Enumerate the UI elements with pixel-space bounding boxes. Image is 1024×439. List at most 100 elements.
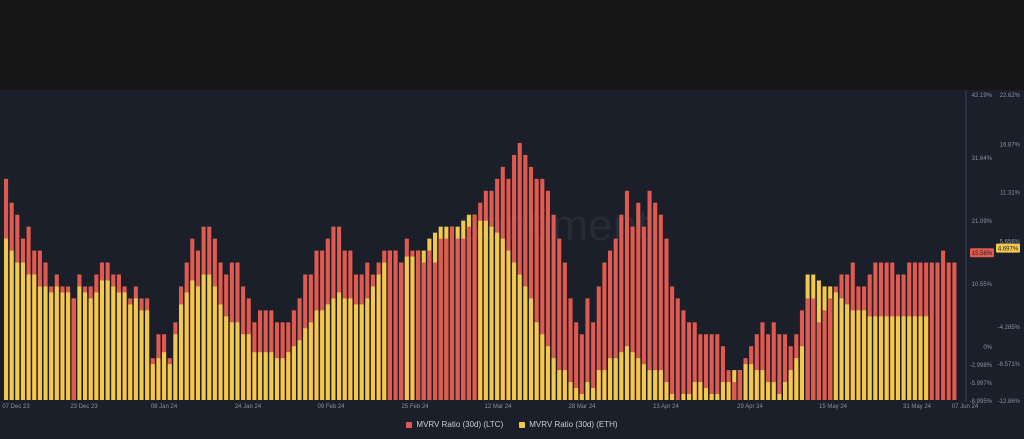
- x-tick: 13 Apr 24: [653, 404, 679, 410]
- bar-ltc: [675, 298, 680, 400]
- bar-eth: [359, 304, 364, 400]
- bar-eth: [670, 394, 675, 400]
- bar-eth: [703, 388, 709, 400]
- bar-eth: [331, 298, 336, 400]
- bar-eth: [32, 274, 37, 400]
- bar-ltc: [71, 298, 76, 400]
- bar-eth: [517, 274, 522, 400]
- bar-ltc: [783, 334, 788, 400]
- bar-eth: [77, 286, 82, 400]
- x-tick: 09 Feb 24: [317, 404, 345, 410]
- bar-eth: [382, 262, 387, 400]
- y-left-tick: 10.55%: [972, 282, 993, 288]
- bar-eth: [557, 370, 562, 400]
- bar-ltc: [771, 322, 776, 400]
- y-left-tick: -8.995%: [970, 399, 993, 405]
- bar-ltc: [438, 238, 443, 400]
- bar-eth: [833, 292, 838, 400]
- bar-eth: [608, 358, 613, 400]
- bar-eth: [845, 304, 850, 400]
- bar-eth: [878, 316, 884, 400]
- bar-eth: [602, 370, 607, 400]
- x-tick: 07 Jun 24: [952, 404, 979, 410]
- legend-item-eth[interactable]: MVRV Ratio (30d) (ETH): [519, 420, 618, 429]
- bar-ltc: [551, 214, 556, 400]
- bar-eth: [591, 388, 596, 400]
- bar-eth: [709, 394, 714, 400]
- bar-eth: [613, 358, 618, 400]
- bar-ltc: [427, 250, 432, 400]
- bar-ltc: [664, 238, 669, 400]
- x-tick: 24 Jan 24: [235, 404, 262, 410]
- top-dark-band: [0, 0, 1024, 90]
- bar-ltc: [720, 346, 725, 400]
- bar-eth: [246, 334, 251, 400]
- bar-ltc: [624, 190, 630, 400]
- bar-eth: [647, 370, 652, 400]
- bar-eth: [850, 310, 855, 400]
- bar-eth: [122, 292, 127, 400]
- bar-ltc: [387, 250, 392, 400]
- bar-ltc: [540, 178, 545, 400]
- bar-eth: [207, 274, 212, 400]
- x-tick: 23 Dec 23: [70, 404, 98, 410]
- bar-eth: [500, 238, 505, 400]
- bar-eth: [884, 316, 889, 400]
- bar-eth: [596, 370, 601, 400]
- bar-eth: [720, 382, 725, 400]
- bar-eth: [49, 292, 54, 400]
- legend-item-ltc[interactable]: MVRV Ratio (30d) (LTC): [406, 420, 503, 429]
- bar-eth: [348, 298, 353, 400]
- bar-eth: [483, 220, 488, 400]
- x-tick: 07 Dec 23: [2, 404, 30, 410]
- bar-eth: [540, 334, 545, 400]
- bar-ltc: [828, 298, 833, 400]
- bar-eth: [60, 292, 65, 400]
- bar-ltc: [670, 286, 675, 400]
- bar-eth: [924, 316, 929, 400]
- bar-ltc: [658, 214, 663, 400]
- bar-ltc: [709, 334, 714, 400]
- y-left-tick: 21.09%: [972, 219, 993, 225]
- bar-eth: [918, 316, 923, 400]
- bar-eth: [873, 316, 878, 400]
- bar-eth: [111, 286, 116, 400]
- bar-eth: [133, 298, 138, 400]
- bar-eth: [337, 292, 342, 400]
- bar-eth: [901, 316, 906, 400]
- bar-eth: [258, 352, 263, 400]
- x-tick: 12 Mar 24: [484, 404, 512, 410]
- bar-eth: [890, 316, 895, 400]
- legend-label-eth: MVRV Ratio (30d) (ETH): [529, 420, 618, 429]
- bar-eth: [562, 370, 567, 400]
- bar-eth: [173, 334, 178, 400]
- current-value-ltc: 15.56%: [972, 251, 993, 257]
- bar-eth: [370, 286, 375, 400]
- bar-eth: [404, 256, 409, 400]
- bar-ltc: [816, 322, 821, 400]
- bar-ltc: [449, 226, 455, 400]
- bar-eth: [658, 370, 663, 400]
- bar-eth: [280, 358, 285, 400]
- bar-eth: [715, 394, 720, 400]
- bar-ltc: [585, 298, 590, 400]
- bar-eth: [94, 292, 99, 400]
- bar-eth: [365, 298, 370, 400]
- bar-ltc: [760, 322, 765, 400]
- bar-eth: [794, 358, 799, 400]
- bar-eth: [224, 316, 229, 400]
- y-left-tick: -5.997%: [970, 381, 993, 387]
- y-left-tick: -2.998%: [970, 363, 993, 369]
- bar-ltc: [596, 286, 601, 400]
- bar-ltc: [681, 310, 686, 400]
- bar-ltc: [732, 382, 737, 400]
- bar-eth: [353, 304, 359, 400]
- bar-eth: [895, 316, 900, 400]
- bar-ltc: [703, 334, 709, 400]
- bar-eth: [478, 220, 483, 400]
- bar-eth: [167, 364, 172, 400]
- y-right-tick: -12.86%: [998, 399, 1021, 405]
- bar-eth: [912, 316, 917, 400]
- bar-eth: [799, 346, 804, 400]
- bar-eth: [766, 382, 771, 400]
